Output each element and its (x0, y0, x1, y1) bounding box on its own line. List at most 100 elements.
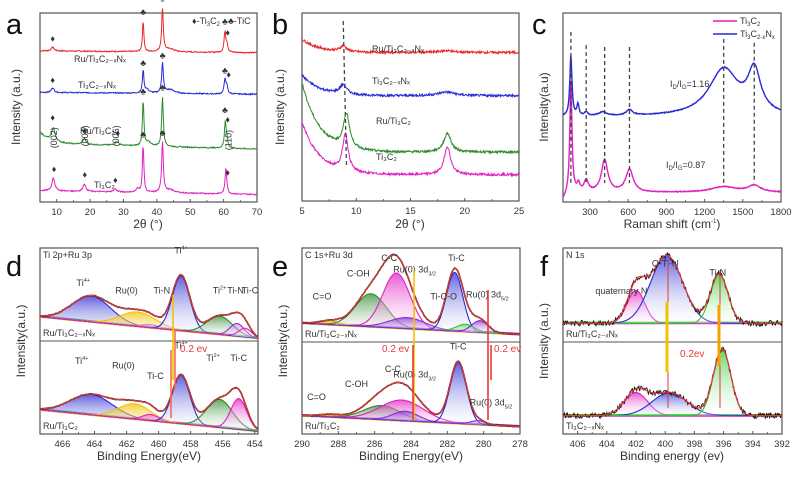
x-tick-label: 900 (658, 207, 674, 218)
x-tick-label: 402 (628, 439, 644, 450)
series-line-ti3c2-xnx (563, 55, 782, 116)
tic-peak-marker: ♣ (222, 105, 228, 115)
x-tick-label: 600 (620, 207, 636, 218)
peak-label: C-OH (347, 268, 370, 278)
panel-label: e (272, 251, 288, 283)
peak-label: Ti-C (242, 286, 259, 296)
x-tick-label: 1800 (770, 207, 791, 218)
hkl-annotation: (006) (111, 125, 121, 146)
component-fill (40, 316, 258, 339)
x-tick-label: 1200 (694, 207, 715, 218)
plot-frame (562, 12, 782, 203)
legend-tic: ♣-TiC (228, 16, 251, 26)
legend: Ti3C2 Ti3C2-xNx (713, 16, 775, 41)
x-tick-label: 60 (218, 207, 229, 218)
component-fill (563, 274, 782, 324)
peak-label: Ti4+ (174, 341, 187, 351)
shift-label: 0.2ev (680, 349, 704, 360)
component-fill (563, 392, 782, 416)
component-fill (563, 392, 782, 416)
y-axis-label: Intensity(a.u.) (14, 305, 28, 378)
x-tick-label: 396 (716, 439, 732, 450)
shift-label: 0.2 ev (494, 344, 521, 355)
x-tick-label: 282 (439, 439, 455, 450)
x-axis-label: Binding Energy(eV) (359, 449, 463, 463)
x-tick-label: 10 (51, 207, 62, 218)
ti3c2-peak-marker: ♦ (82, 169, 87, 179)
tic-peak-marker: ♣ (140, 7, 146, 17)
x-tick-label: 458 (183, 439, 199, 450)
x-tick-label: 30 (118, 207, 129, 218)
x-tick-label: 288 (330, 439, 346, 450)
reference-dashed-line (342, 20, 348, 166)
ti3c2-peak-marker: ♦ (50, 75, 55, 85)
peak-label: Ru(0) 3d3/2 (393, 265, 436, 278)
x-tick-label: 278 (512, 439, 528, 450)
x-axis-label: 2θ (°) (133, 217, 162, 231)
legend-label-ti3c2-xnx: Ti3C2-xNx (740, 29, 775, 41)
x-tick-label: 406 (570, 439, 586, 450)
series-line-ti3c2 (301, 120, 520, 178)
panel-label: f (540, 251, 549, 283)
peak-label: C=O (313, 292, 332, 302)
component-fill (563, 255, 782, 324)
ti3c2-peak-marker: ♦ (50, 33, 55, 43)
tic-peak-marker: ♣ (140, 86, 146, 96)
ti3c2-peak-marker: ♦ (225, 168, 230, 178)
component-fill (302, 273, 520, 335)
x-tick-label: 466 (55, 439, 71, 450)
x-tick-label: 464 (87, 439, 103, 450)
x-axis-label: Binding energy (ev) (620, 449, 724, 463)
sample-label: Ru/Ti₃C₂ (305, 421, 340, 431)
x-tick-label: 460 (151, 439, 167, 450)
series-line-ti3c2-xnx (301, 73, 520, 99)
x-axis-label: Binding Energy(eV) (97, 449, 201, 463)
tic-peak-marker: ♣ (140, 130, 146, 140)
hkl-annotation: (002) (49, 127, 59, 148)
component-fill (40, 399, 258, 432)
x-tick-label: 300 (582, 207, 598, 218)
peak-label: Ti-C-O (430, 292, 457, 302)
component-fill (40, 394, 258, 432)
plot-frame (301, 12, 520, 202)
panel-label: a (6, 9, 23, 41)
peak-label: Ti4+ (77, 278, 90, 288)
x-tick-label: 284 (403, 439, 419, 450)
panel-b-xrd-lowangle: b Ru/Ti₃C₂₋ₓNₓ Ti₃C₂₋ₓNₓ Ru/Ti₃C₂ Ti₃C₂ 5 10… (272, 9, 524, 231)
peak-label: Ru(0) (112, 360, 135, 370)
annotation-id-ig-1-16: ID/IG=1.16 (670, 79, 709, 91)
series-line-ti3c2 (562, 83, 782, 198)
peak-label: C-OH (345, 379, 368, 389)
x-tick-label: 280 (476, 439, 492, 450)
component-fill (302, 320, 520, 335)
x-tick-label: 456 (215, 439, 231, 450)
component-fill (302, 411, 520, 427)
peak-label: Ti-C (147, 371, 164, 381)
component-fill (302, 414, 520, 427)
x-tick-label: 5 (299, 206, 304, 217)
fit-envelope-line (563, 348, 782, 417)
component-peak-ti-c (39, 398, 259, 430)
tic-peak-marker: ♣ (222, 16, 228, 26)
tic-peak-marker: ♣ (160, 82, 166, 92)
peak-label: Ru(0) 3d5/2 (466, 289, 509, 302)
raw-data-line (562, 251, 783, 328)
x-tick-label: 404 (599, 439, 615, 450)
raw-data-line (562, 345, 783, 420)
panel-label: d (6, 251, 22, 283)
component-fill (302, 362, 520, 427)
series-label: Ru/Ti₃C₂₋ₓNₓ (74, 54, 126, 64)
x-tick-label: 50 (185, 207, 196, 218)
x-tick-label: 394 (745, 439, 761, 450)
fit-envelope-line (302, 360, 520, 428)
series-label: Ti₃C₂₋ₓNₓ (78, 80, 116, 90)
series-label: Ru/Ti₃C₂ (80, 126, 115, 136)
x-tick-label: 398 (686, 439, 702, 450)
x-tick-label: 400 (657, 439, 673, 450)
y-axis-label: Intensity(a.u.) (276, 305, 290, 378)
peak-label: C=O (307, 392, 326, 402)
peak-label: Ti2+ (213, 286, 226, 296)
series-line-ti3c2-xnx (39, 62, 258, 96)
